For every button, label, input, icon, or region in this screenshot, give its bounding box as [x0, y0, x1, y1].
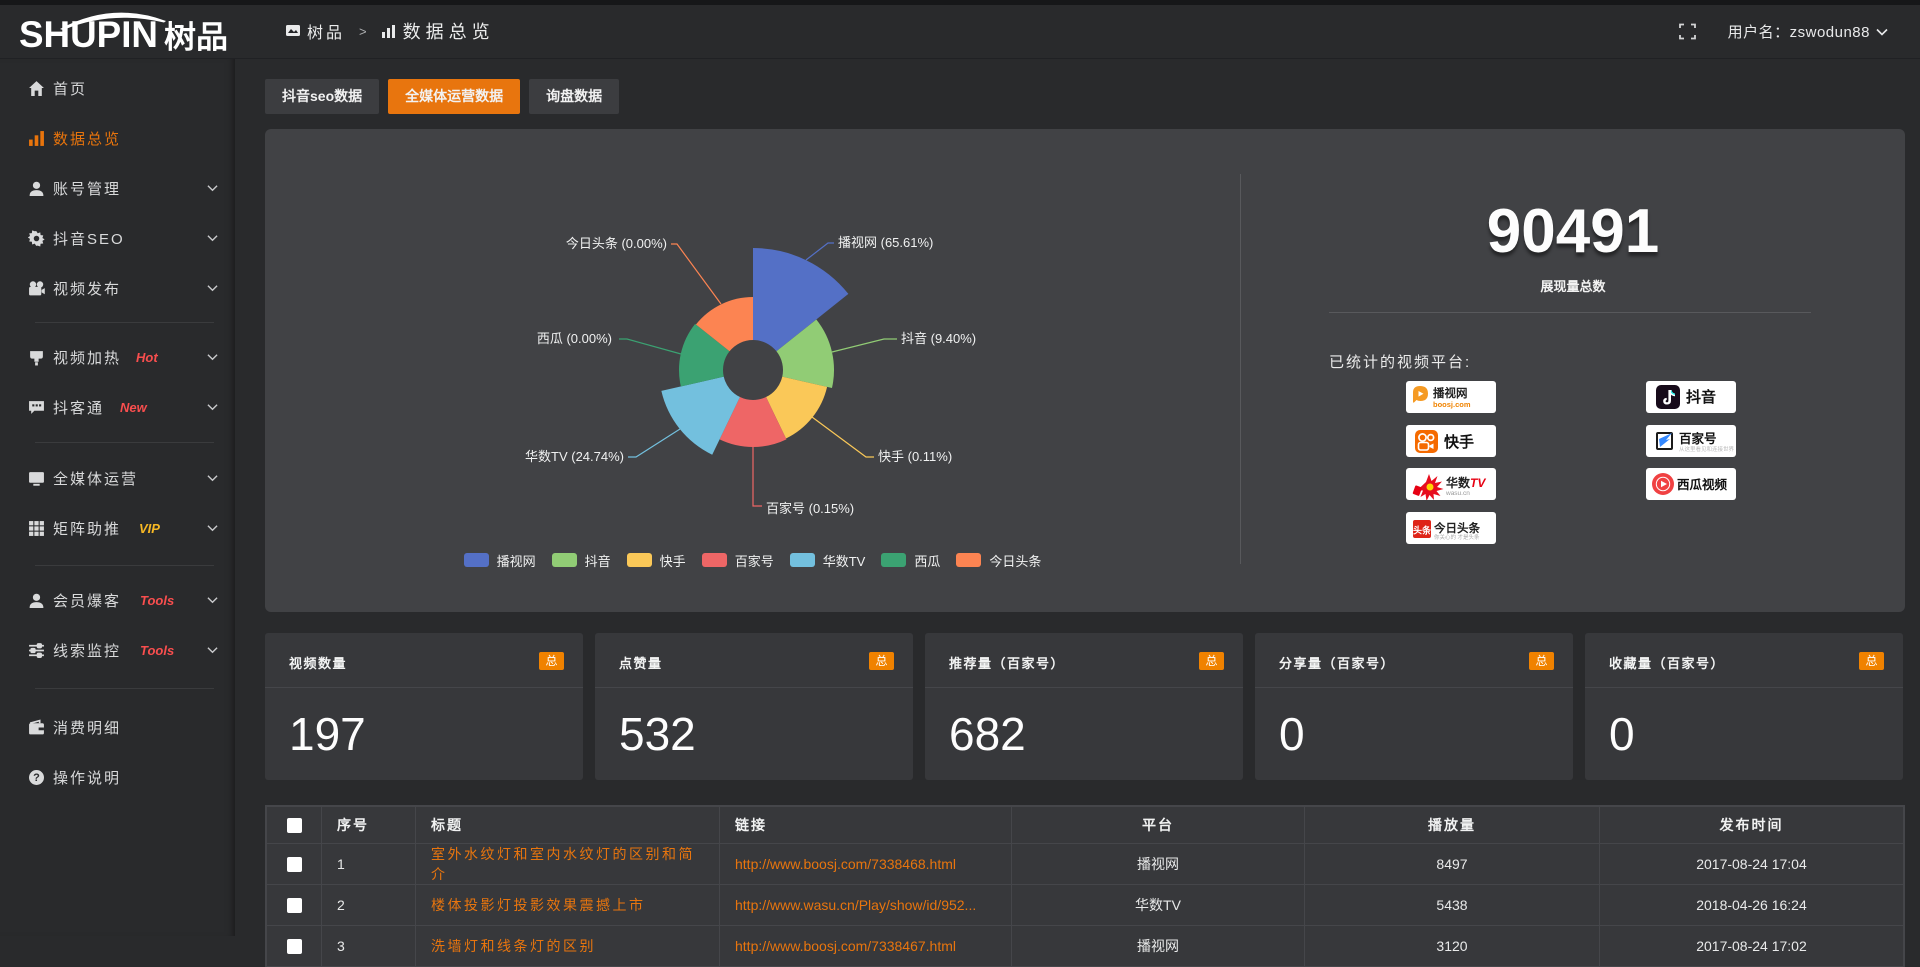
svg-text:抖音 (9.40%): 抖音 (9.40%)	[901, 331, 976, 346]
svg-text:西瓜视频: 西瓜视频	[1677, 477, 1728, 492]
svg-text:播视网 (65.61%): 播视网 (65.61%)	[838, 235, 933, 250]
svg-text:?: ?	[33, 772, 40, 784]
svg-text:华数TV (24.74%): 华数TV (24.74%)	[525, 449, 624, 464]
svg-text:从这里看见和连接世界: 从这里看见和连接世界	[1679, 445, 1735, 453]
svg-text:百家号 (0.15%): 百家号 (0.15%)	[766, 501, 854, 516]
svg-text:boosj.com: boosj.com	[1433, 400, 1471, 409]
svg-text:抖音: 抖音	[1686, 388, 1716, 406]
svg-text:华数TV: 华数TV	[1446, 475, 1486, 490]
svg-text:百家号: 百家号	[1679, 431, 1717, 446]
svg-text:树品: 树品	[164, 20, 228, 54]
svg-text:你关心的 才是头条: 你关心的 才是头条	[1434, 533, 1480, 541]
svg-text:快手: 快手	[1444, 433, 1474, 451]
svg-text:wasu.cn: wasu.cn	[1445, 490, 1470, 497]
svg-text:今日头条: 今日头条	[1433, 521, 1480, 535]
svg-text:西瓜 (0.00%): 西瓜 (0.00%)	[537, 331, 612, 346]
svg-text:快手 (0.11%): 快手 (0.11%)	[878, 449, 952, 464]
svg-text:头条: 头条	[1413, 524, 1432, 535]
svg-text:SHUPIN: SHUPIN	[19, 14, 158, 54]
svg-text:今日头条 (0.00%): 今日头条 (0.00%)	[566, 236, 667, 251]
svg-text:播视网: 播视网	[1433, 386, 1468, 400]
